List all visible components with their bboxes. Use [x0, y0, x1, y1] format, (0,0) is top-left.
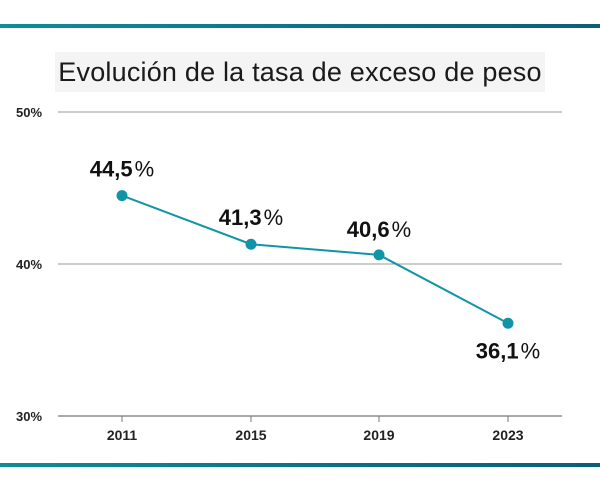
y-tick-label: 30%: [16, 409, 42, 424]
data-labels: 44,5% 41,3% 40,6% 36,1%: [90, 157, 540, 364]
series-line: [121, 194, 509, 325]
top-accent-rule: [0, 24, 600, 28]
y-tick-label: 40%: [16, 257, 42, 272]
x-tick-label: 2011: [107, 427, 138, 443]
gridlines: [58, 111, 562, 417]
data-point: [245, 238, 257, 250]
x-tick-label: 2015: [235, 427, 266, 443]
title-background: [55, 52, 545, 92]
data-point: [502, 317, 514, 329]
data-point: [116, 190, 128, 202]
y-tick-label: 50%: [16, 105, 42, 120]
data-point: [373, 249, 385, 261]
data-label: 44,5%: [90, 157, 154, 182]
chart-title: Evolución de la tasa de exceso de peso: [58, 57, 542, 87]
x-axis-ticks: 2011 2015 2019 2023: [107, 416, 524, 443]
y-axis-ticks: 30% 40% 50%: [16, 105, 42, 424]
x-tick-label: 2023: [492, 427, 523, 443]
data-label: 40,6%: [347, 217, 411, 242]
data-label: 36,1%: [476, 338, 540, 363]
bottom-accent-rule: [0, 463, 600, 467]
x-tick-label: 2019: [363, 427, 394, 443]
data-label: 41,3%: [219, 205, 283, 230]
data-series: [116, 190, 514, 329]
